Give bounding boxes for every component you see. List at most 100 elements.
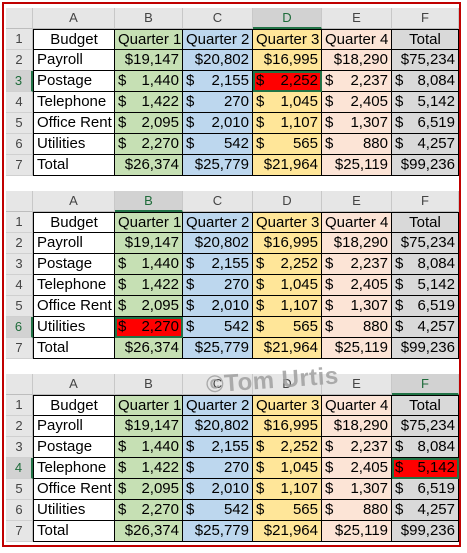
- cell-c5[interactable]: $2,010: [183, 113, 253, 134]
- cell-a6[interactable]: Utilities: [33, 317, 115, 338]
- cell-a7[interactable]: Total: [33, 521, 115, 542]
- cell-e3[interactable]: $2,237: [322, 437, 392, 458]
- cell-d2[interactable]: $16,995: [253, 50, 322, 71]
- cell-d2[interactable]: $16,995: [253, 416, 322, 437]
- cell-a6[interactable]: Utilities: [33, 500, 115, 521]
- column-header-c[interactable]: C: [183, 191, 253, 212]
- cell-b6[interactable]: $2,270: [115, 500, 183, 521]
- cell-c2[interactable]: $20,802: [183, 50, 253, 71]
- cell-c4[interactable]: $270: [183, 275, 253, 296]
- column-header-d[interactable]: D: [253, 374, 322, 395]
- cell-c2[interactable]: $20,802: [183, 233, 253, 254]
- cell-b6[interactable]: $2,270: [115, 134, 183, 155]
- cell-f7[interactable]: $99,236: [392, 521, 459, 542]
- cell-b6[interactable]: $2,270: [115, 317, 183, 338]
- cell-d7[interactable]: $21,964: [253, 338, 322, 359]
- cell-a3[interactable]: Postage: [33, 254, 115, 275]
- cell-f4[interactable]: $5,142: [392, 458, 459, 479]
- cell-c4[interactable]: $270: [183, 458, 253, 479]
- cell-b1[interactable]: Quarter 1: [115, 212, 183, 233]
- cell-f2[interactable]: $75,234: [392, 233, 459, 254]
- row-number-4[interactable]: 4: [6, 92, 33, 113]
- cell-b7[interactable]: $26,374: [115, 521, 183, 542]
- cell-d6[interactable]: $565: [253, 500, 322, 521]
- cell-c3[interactable]: $2,155: [183, 254, 253, 275]
- cell-b4[interactable]: $1,422: [115, 92, 183, 113]
- column-header-f[interactable]: F: [392, 8, 459, 29]
- cell-f6[interactable]: $4,257: [392, 500, 459, 521]
- cell-c4[interactable]: $270: [183, 92, 253, 113]
- column-header-b[interactable]: B: [115, 191, 183, 212]
- cell-a6[interactable]: Utilities: [33, 134, 115, 155]
- cell-b5[interactable]: $2,095: [115, 296, 183, 317]
- row-number-3[interactable]: 3: [6, 254, 33, 275]
- cell-b3[interactable]: $1,440: [115, 437, 183, 458]
- cell-a5[interactable]: Office Rent: [33, 479, 115, 500]
- row-number-1[interactable]: 1: [6, 212, 33, 233]
- cell-c3[interactable]: $2,155: [183, 437, 253, 458]
- cell-f5[interactable]: $6,519: [392, 113, 459, 134]
- cell-e4[interactable]: $2,405: [322, 275, 392, 296]
- row-number-7[interactable]: 7: [6, 521, 33, 542]
- cell-c6[interactable]: $542: [183, 317, 253, 338]
- cell-b7[interactable]: $26,374: [115, 338, 183, 359]
- cell-d6[interactable]: $565: [253, 317, 322, 338]
- cell-f1[interactable]: Total: [392, 395, 459, 416]
- row-number-6[interactable]: 6: [6, 134, 33, 155]
- cell-a5[interactable]: Office Rent: [33, 113, 115, 134]
- column-header-e[interactable]: E: [322, 191, 392, 212]
- row-number-6[interactable]: 6: [6, 500, 33, 521]
- row-number-3[interactable]: 3: [6, 71, 33, 92]
- cell-d5[interactable]: $1,107: [253, 113, 322, 134]
- cell-a1[interactable]: Budget: [33, 212, 115, 233]
- cell-c3[interactable]: $2,155: [183, 71, 253, 92]
- column-header-a[interactable]: A: [33, 374, 115, 395]
- select-all-corner[interactable]: [6, 8, 33, 29]
- column-header-c[interactable]: C: [183, 8, 253, 29]
- cell-c1[interactable]: Quarter 2: [183, 212, 253, 233]
- cell-d7[interactable]: $21,964: [253, 155, 322, 176]
- cell-b2[interactable]: $19,147: [115, 50, 183, 71]
- row-number-1[interactable]: 1: [6, 395, 33, 416]
- column-header-f[interactable]: F: [392, 191, 459, 212]
- cell-a4[interactable]: Telephone: [33, 92, 115, 113]
- row-number-5[interactable]: 5: [6, 296, 33, 317]
- cell-c6[interactable]: $542: [183, 500, 253, 521]
- cell-f3[interactable]: $8,084: [392, 437, 459, 458]
- cell-f3[interactable]: $8,084: [392, 71, 459, 92]
- cell-f4[interactable]: $5,142: [392, 275, 459, 296]
- cell-a7[interactable]: Total: [33, 155, 115, 176]
- cell-e7[interactable]: $25,119: [322, 155, 392, 176]
- cell-d4[interactable]: $1,045: [253, 275, 322, 296]
- cell-d1[interactable]: Quarter 3: [253, 395, 322, 416]
- column-header-a[interactable]: A: [33, 191, 115, 212]
- cell-e3[interactable]: $2,237: [322, 254, 392, 275]
- cell-d5[interactable]: $1,107: [253, 296, 322, 317]
- cell-e2[interactable]: $18,290: [322, 233, 392, 254]
- row-number-2[interactable]: 2: [6, 233, 33, 254]
- cell-e1[interactable]: Quarter 4: [322, 29, 392, 50]
- column-header-b[interactable]: B: [115, 8, 183, 29]
- cell-c7[interactable]: $25,779: [183, 521, 253, 542]
- cell-e4[interactable]: $2,405: [322, 92, 392, 113]
- cell-c2[interactable]: $20,802: [183, 416, 253, 437]
- cell-b7[interactable]: $26,374: [115, 155, 183, 176]
- column-header-e[interactable]: E: [322, 374, 392, 395]
- column-header-f[interactable]: F: [392, 374, 459, 395]
- column-header-d[interactable]: D: [253, 191, 322, 212]
- column-header-b[interactable]: B: [115, 374, 183, 395]
- cell-f5[interactable]: $6,519: [392, 296, 459, 317]
- cell-c7[interactable]: $25,779: [183, 338, 253, 359]
- cell-f3[interactable]: $8,084: [392, 254, 459, 275]
- cell-e7[interactable]: $25,119: [322, 338, 392, 359]
- cell-e4[interactable]: $2,405: [322, 458, 392, 479]
- cell-d5[interactable]: $1,107: [253, 479, 322, 500]
- cell-a4[interactable]: Telephone: [33, 275, 115, 296]
- cell-a1[interactable]: Budget: [33, 29, 115, 50]
- cell-e5[interactable]: $1,307: [322, 479, 392, 500]
- row-number-5[interactable]: 5: [6, 113, 33, 134]
- cell-e7[interactable]: $25,119: [322, 521, 392, 542]
- cell-b2[interactable]: $19,147: [115, 416, 183, 437]
- cell-f5[interactable]: $6,519: [392, 479, 459, 500]
- cell-e5[interactable]: $1,307: [322, 296, 392, 317]
